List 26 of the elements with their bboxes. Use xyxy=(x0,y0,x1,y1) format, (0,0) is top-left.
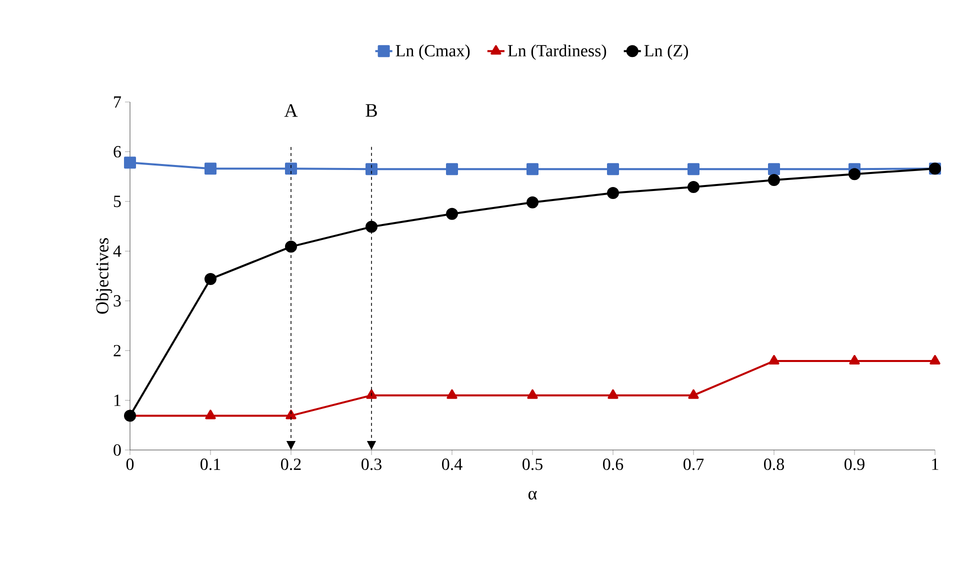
x-tick-label: 0.6 xyxy=(603,458,624,470)
y-axis-title: Objectives xyxy=(96,238,112,314)
y-tick-label: 2 xyxy=(114,344,121,356)
x-tick-label: 0.2 xyxy=(281,458,301,470)
legend-label: Ln (Z) xyxy=(644,44,688,60)
x-tick-label: 0.4 xyxy=(442,458,462,470)
y-tick-label: 7 xyxy=(114,96,121,108)
x-tick-label: 0.3 xyxy=(362,458,382,470)
legend-label: Ln (Cmax) xyxy=(396,44,470,60)
x-axis-title: α xyxy=(528,490,537,500)
y-tick-label: 0 xyxy=(114,444,121,456)
x-tick-label: 1 xyxy=(932,458,938,470)
y-tick-label: 3 xyxy=(114,295,121,307)
x-tick-label: 0.9 xyxy=(844,458,864,470)
x-tick-label: 0.5 xyxy=(522,458,542,470)
y-tick-label: 1 xyxy=(114,394,120,406)
y-tick-label: 5 xyxy=(114,196,121,208)
y-tick-label: 6 xyxy=(114,146,121,158)
x-tick-label: 0.7 xyxy=(684,458,704,470)
ref-line-label: A xyxy=(284,104,298,117)
ref-line-label: B xyxy=(366,104,377,117)
x-tick-label: 0.8 xyxy=(764,458,784,470)
legend-label: Ln (Tardiness) xyxy=(508,44,606,60)
x-tick-label: 0 xyxy=(126,458,134,470)
x-tick-label: 0.1 xyxy=(200,458,220,470)
y-tick-label: 4 xyxy=(113,246,122,257)
